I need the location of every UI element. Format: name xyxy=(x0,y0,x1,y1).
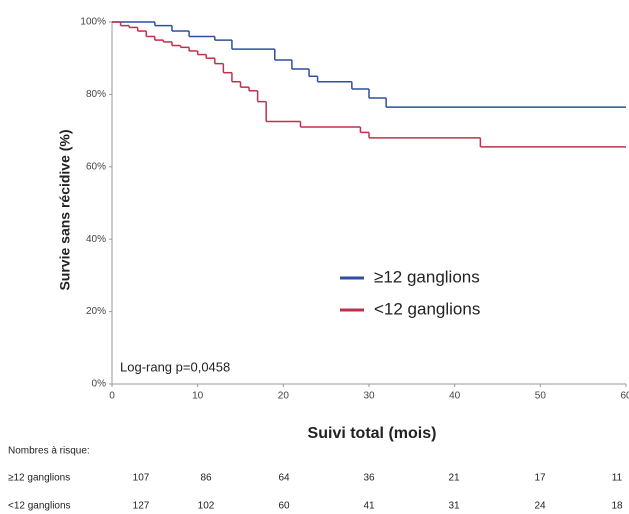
x-tick-label: 50 xyxy=(535,391,547,402)
y-axis-label: Survie sans récidive (%) xyxy=(57,129,73,290)
x-tick-label: 60 xyxy=(620,391,629,402)
x-tick-label: 0 xyxy=(109,391,115,402)
legend-label: ≥12 ganglions xyxy=(374,267,480,286)
risk-count: 127 xyxy=(133,501,150,512)
x-tick-label: 20 xyxy=(278,391,290,402)
y-tick-label: 0% xyxy=(92,379,107,390)
risk-row-name: ≥12 ganglions xyxy=(8,473,70,484)
risk-count: 17 xyxy=(534,473,546,484)
risk-count: 31 xyxy=(448,501,460,512)
x-tick-label: 30 xyxy=(363,391,375,402)
risk-count: 60 xyxy=(278,501,290,512)
risk-count: 107 xyxy=(133,473,150,484)
risk-count: 24 xyxy=(534,501,546,512)
y-tick-label: 80% xyxy=(86,89,106,100)
x-axis-label: Suivi total (mois) xyxy=(308,425,437,442)
x-tick-label: 40 xyxy=(449,391,461,402)
risk-table-title: Nombres à risque: xyxy=(8,446,90,457)
y-tick-label: 40% xyxy=(86,234,106,245)
x-tick-label: 10 xyxy=(192,391,204,402)
risk-count: 11 xyxy=(612,473,623,484)
risk-row-name: <12 ganglions xyxy=(8,501,71,512)
risk-count: 18 xyxy=(611,501,623,512)
risk-count: 36 xyxy=(363,473,375,484)
risk-count: 41 xyxy=(363,501,375,512)
risk-count: 21 xyxy=(448,473,460,484)
risk-count: 64 xyxy=(278,473,290,484)
y-tick-label: 20% xyxy=(86,306,106,317)
y-tick-label: 100% xyxy=(80,17,106,28)
annotation: Log-rang p=0,0458 xyxy=(120,359,230,374)
risk-count: 102 xyxy=(198,501,215,512)
y-tick-label: 60% xyxy=(86,161,106,172)
risk-count: 86 xyxy=(200,473,212,484)
legend-label: <12 ganglions xyxy=(374,299,480,318)
